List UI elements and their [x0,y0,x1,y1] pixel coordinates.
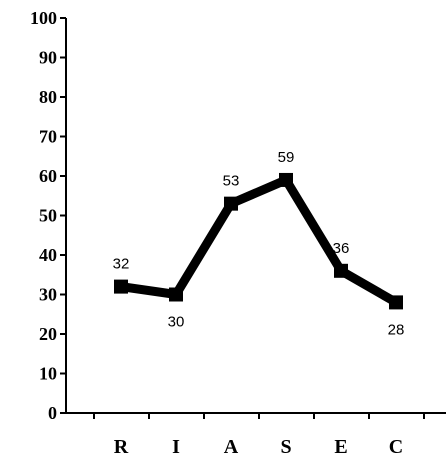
y-tick-label: 100 [30,8,57,28]
series-line [120,174,399,307]
y-tick-label: 90 [39,48,57,68]
data-point [334,263,348,278]
y-tick-label: 80 [39,87,57,107]
data-label: 53 [223,173,240,190]
y-tick-label: 50 [39,206,57,226]
y-tick-label: 40 [39,245,57,265]
data-label: 36 [333,240,350,257]
x-tick-label: A [224,436,239,456]
y-tick-label: 70 [39,127,57,147]
y-tick-label: 30 [39,285,57,305]
x-tick-label: R [114,436,129,456]
x-tick-label: E [334,436,347,456]
x-tick-label: I [172,436,180,456]
data-label: 30 [168,314,185,331]
y-tick-label: 0 [48,403,57,423]
data-point [114,279,128,294]
series-markers [114,172,403,310]
data-label: 28 [388,321,405,338]
data-labels: 32 30 53 59 36 28 [113,149,405,338]
data-point [169,287,183,302]
data-label: 59 [278,149,295,166]
x-tick-label: S [280,436,291,456]
y-axis-ticks: 0 10 20 30 40 50 60 70 80 90 100 [30,8,66,423]
y-tick-label: 10 [39,364,57,384]
data-point [279,172,293,187]
y-tick-label: 20 [39,324,57,344]
x-tick-label: C [389,436,403,456]
data-label: 32 [113,256,130,273]
data-point [224,196,238,211]
data-point [389,295,403,310]
y-tick-label: 60 [39,166,57,186]
